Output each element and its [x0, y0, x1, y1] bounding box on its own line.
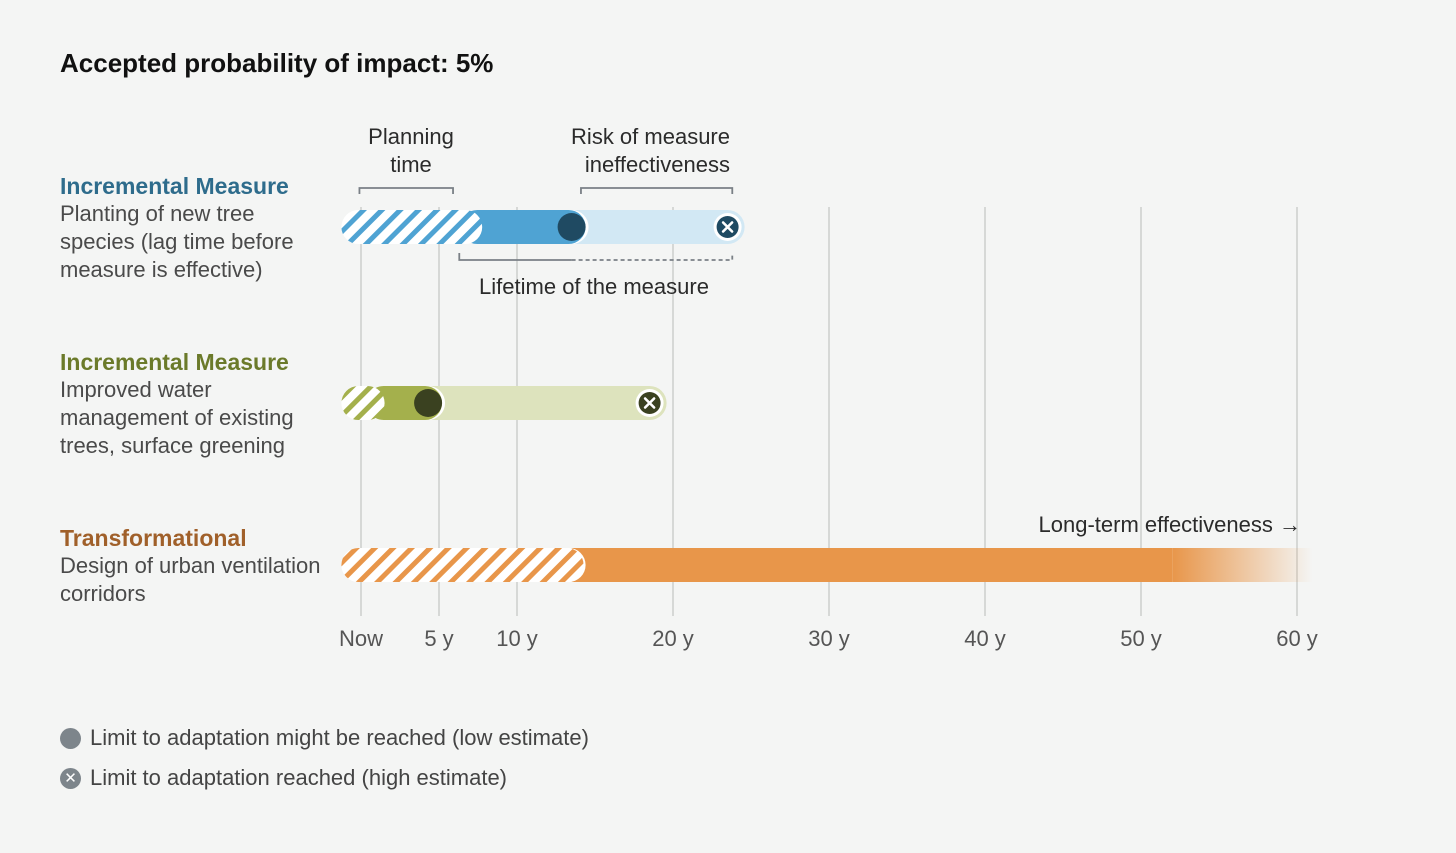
row-1-desc: Planting of new tree species (lag time b… [60, 201, 294, 282]
legend-low: Limit to adaptation might be reached (lo… [60, 725, 589, 751]
row-3-desc: Design of urban ventilation corridors [60, 553, 321, 606]
bar-2-low-limit-marker [414, 389, 443, 417]
legend-low-label: Limit to adaptation might be reached (lo… [90, 725, 589, 750]
lifetime-label: Lifetime of the measure [479, 274, 709, 299]
long-term-label: Long-term effectiveness → [1039, 512, 1302, 537]
bar-1-low-limit-marker [557, 213, 586, 241]
risk-label-2: ineffectiveness [585, 152, 730, 177]
tick-label: 5 y [424, 626, 453, 651]
row-1-kind: Incremental Measure [60, 173, 289, 199]
legend-x-circle-icon: ✕ [60, 767, 81, 789]
planning-time-label-1: Planning [368, 124, 454, 149]
bars [341, 187, 1313, 582]
tick-label: 10 y [496, 626, 538, 651]
risk-label-1: Risk of measure [571, 124, 730, 149]
legend-high-label: Limit to adaptation reached (high estima… [90, 765, 508, 790]
tick-label: 40 y [964, 626, 1006, 651]
x-marker-cross [643, 397, 656, 409]
bar-1-planning-segment [341, 210, 483, 244]
tick-label: 20 y [652, 626, 694, 651]
tick-label: 30 y [808, 626, 850, 651]
planning-time-label-2: time [390, 152, 432, 177]
annotations: Planning time Risk of measure ineffectiv… [368, 124, 1301, 537]
lifetime-bracket-solid [458, 253, 572, 261]
legend-dot-icon [60, 727, 81, 749]
row-label-3: Transformational Design of urban ventila… [60, 524, 330, 608]
axis-ticks: Now 5 y 10 y 20 y 30 y 40 y 50 y 60 y [339, 626, 1318, 651]
bar-2-planning-segment [341, 386, 385, 420]
tick-label: Now [339, 626, 383, 651]
bar-2-high-limit-marker [635, 389, 664, 417]
lifetime-bracket-dashed [571, 253, 734, 261]
tick-label: 50 y [1120, 626, 1162, 651]
bar-3-effective-segment [571, 548, 1173, 582]
chart-title: Accepted probability of impact: 5% [60, 48, 494, 78]
bar-1-high-limit-marker [713, 213, 742, 241]
bar-3-fade-segment [1172, 548, 1313, 582]
row-label-1: Incremental Measure Planting of new tree… [60, 172, 330, 284]
bar-1-effective-segment [460, 210, 586, 244]
row-label-2: Incremental Measure Improved water manag… [60, 348, 330, 460]
tick-label: 60 y [1276, 626, 1318, 651]
risk-bracket [580, 187, 734, 194]
planning-bracket [358, 187, 454, 194]
bar-3-planning-segment [341, 548, 584, 582]
row-2-kind: Incremental Measure [60, 349, 289, 375]
legend-high: ✕ Limit to adaptation reached (high esti… [60, 765, 507, 791]
row-2-desc: Improved water management of existing tr… [60, 377, 294, 458]
x-marker-cross [721, 221, 734, 233]
row-3-kind: Transformational [60, 525, 247, 551]
